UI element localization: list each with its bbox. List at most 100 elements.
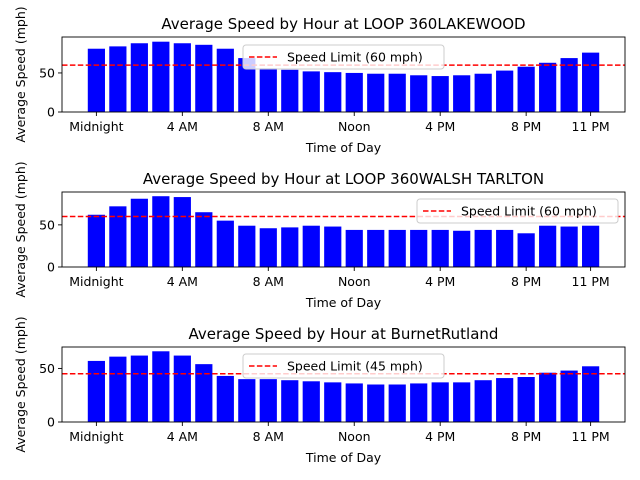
chart-title: Average Speed by Hour at LOOP 360LAKEWOO… (161, 15, 525, 33)
bar (431, 76, 449, 112)
chart-title: Average Speed by Hour at LOOP 360WALSH T… (143, 170, 544, 188)
x-tick-label: 8 AM (253, 429, 284, 444)
bar (152, 196, 170, 267)
x-tick-label: Noon (338, 274, 371, 289)
bar (453, 382, 471, 422)
bar (152, 351, 170, 422)
bar (281, 380, 299, 422)
x-tick-label: 4 PM (425, 119, 455, 134)
x-tick-label: Midnight (69, 274, 123, 289)
bar (109, 206, 127, 267)
legend: Speed Limit (60 mph) (242, 44, 445, 70)
bar (539, 372, 557, 422)
bar (238, 58, 256, 112)
bar (388, 229, 406, 267)
y-tick-label: 0 (47, 260, 55, 275)
bar (281, 69, 299, 112)
x-tick-label: 11 PM (572, 274, 610, 289)
bar (216, 375, 234, 422)
bar (388, 384, 406, 422)
bar (410, 75, 428, 112)
plot-frame (61, 191, 626, 268)
x-tick-label: 8 AM (253, 274, 284, 289)
bar (173, 43, 191, 112)
bar (517, 66, 535, 112)
x-tick-label: 4 AM (167, 119, 198, 134)
bar (130, 43, 148, 112)
bar (238, 225, 256, 267)
legend-box (242, 353, 445, 379)
bar (345, 383, 363, 422)
bar (453, 230, 471, 267)
bar (130, 355, 148, 422)
y-tick-label: 50 (39, 217, 55, 232)
bar (367, 384, 385, 422)
x-tick-label: Midnight (69, 119, 123, 134)
legend: Speed Limit (45 mph) (242, 353, 445, 379)
bar (302, 71, 320, 113)
plot-frame (61, 36, 626, 113)
bar (539, 225, 557, 267)
bar (582, 366, 600, 422)
x-tick-label: 8 PM (511, 119, 541, 134)
x-tick-label: 4 AM (167, 274, 198, 289)
bar (496, 378, 514, 422)
bar (345, 229, 363, 267)
bar (324, 226, 342, 267)
bar (560, 370, 578, 422)
bar (496, 70, 514, 112)
bar (560, 226, 578, 267)
bar (474, 380, 492, 422)
bar (496, 229, 514, 267)
x-tick-label: 4 AM (167, 429, 198, 444)
bar (388, 73, 406, 112)
y-tick-label: 0 (47, 105, 55, 120)
bar (431, 229, 449, 267)
bar (195, 44, 213, 113)
bar (87, 214, 105, 267)
legend-label: Speed Limit (45 mph) (287, 359, 423, 374)
y-axis-label: Average Speed (mph) (13, 161, 28, 297)
chart-panel-2: Average Speed by Hour at LOOP 360WALSH T… (13, 161, 626, 310)
bar (109, 46, 127, 113)
x-axis-label: Time of Day (305, 450, 382, 465)
bar (324, 72, 342, 112)
bar (324, 382, 342, 422)
y-tick-label: 50 (39, 361, 55, 376)
bar (281, 227, 299, 267)
bar (259, 228, 277, 267)
y-axis-label: Average Speed (mph) (13, 316, 28, 452)
bar (539, 62, 557, 112)
bar (582, 225, 600, 267)
x-tick-label: 8 AM (253, 119, 284, 134)
x-tick-label: 8 PM (511, 429, 541, 444)
bar (517, 377, 535, 422)
x-tick-label: 4 PM (425, 429, 455, 444)
legend-label: Speed Limit (60 mph) (461, 204, 597, 219)
bar (173, 197, 191, 267)
bar (87, 48, 105, 112)
bar (259, 379, 277, 422)
y-tick-label: 0 (47, 415, 55, 430)
bar (367, 73, 385, 112)
legend-box (416, 198, 619, 224)
chart-panel-1: Average Speed by Hour at LOOP 360LAKEWOO… (13, 6, 626, 155)
legend: Speed Limit (60 mph) (416, 198, 619, 224)
bar (560, 58, 578, 112)
y-axis-label: Average Speed (mph) (13, 6, 28, 142)
bar (410, 229, 428, 267)
bar (87, 360, 105, 422)
x-tick-label: 11 PM (572, 119, 610, 134)
x-axis-label: Time of Day (305, 295, 382, 310)
x-tick-label: Noon (338, 119, 371, 134)
bar (431, 382, 449, 422)
bar (367, 229, 385, 267)
x-tick-label: Midnight (69, 429, 123, 444)
bar (474, 73, 492, 112)
bar (410, 383, 428, 422)
y-tick-label: 50 (39, 65, 55, 80)
bar (130, 198, 148, 267)
x-tick-label: 8 PM (511, 274, 541, 289)
x-tick-label: Noon (338, 429, 371, 444)
